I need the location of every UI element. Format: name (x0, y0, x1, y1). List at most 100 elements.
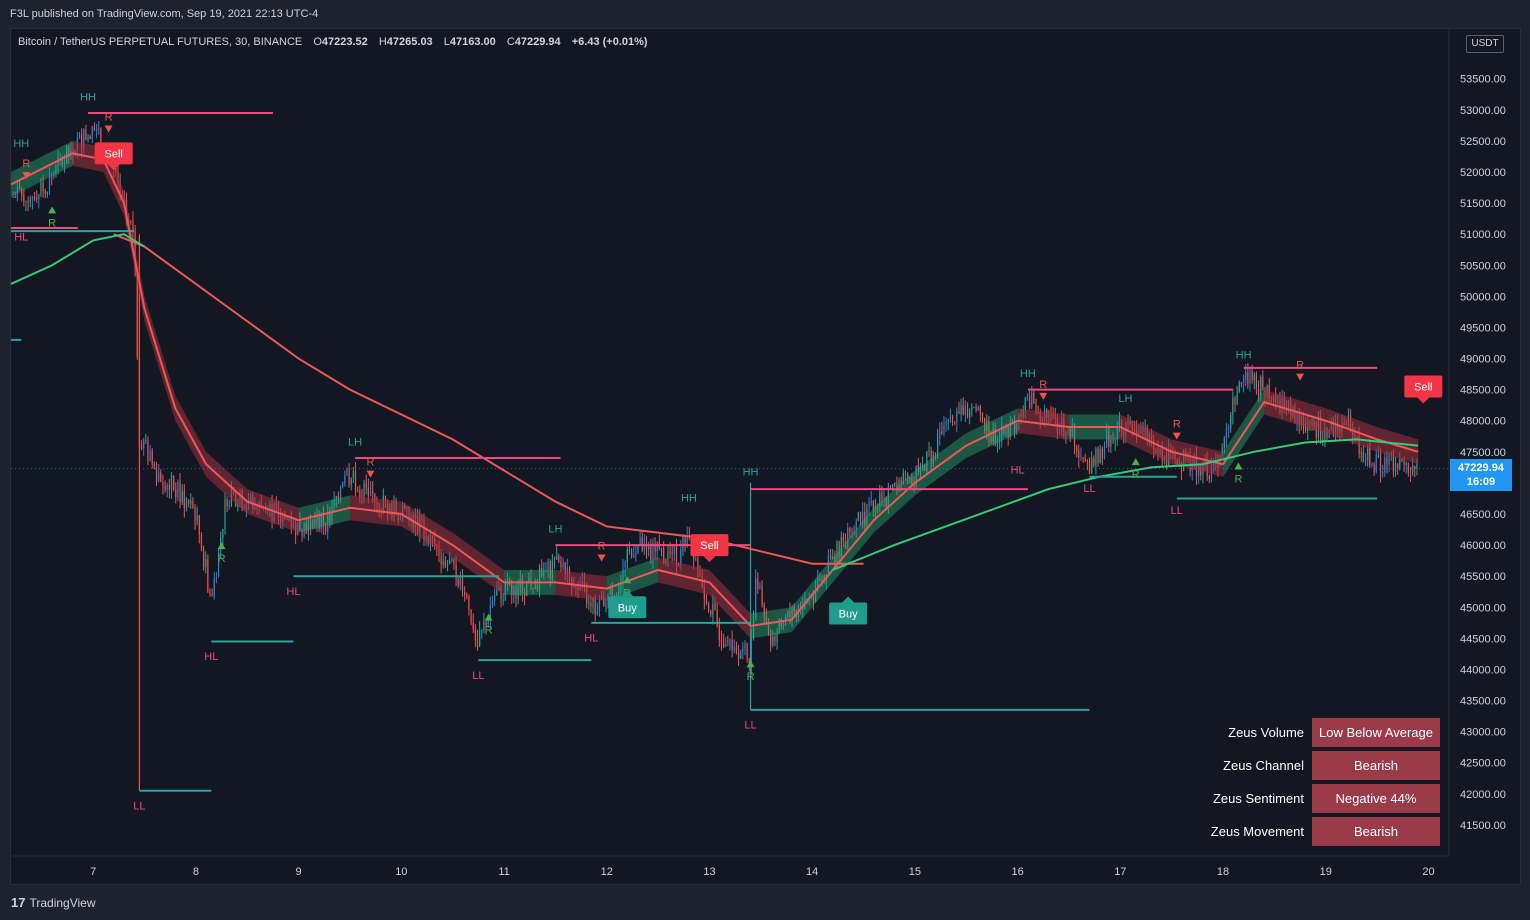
candle-body (851, 531, 853, 534)
candle-body (89, 136, 91, 140)
candle-body (53, 174, 55, 177)
candle-body (440, 556, 442, 565)
candle-body (93, 126, 96, 132)
candle-body (155, 469, 158, 482)
candle-body (881, 493, 883, 500)
candle-body (547, 560, 549, 571)
candle-body (635, 552, 637, 556)
candle-body (194, 507, 196, 521)
candle-body (474, 628, 476, 640)
zeus-label: Zeus Channel (1223, 758, 1304, 773)
candle-body (755, 578, 757, 621)
candle-body (907, 472, 909, 479)
candle-body (457, 578, 459, 586)
candle-body (787, 611, 789, 618)
y-tick-label: 44000.00 (1460, 664, 1506, 676)
pivot-label: LL (133, 800, 145, 812)
candle-body (536, 585, 539, 590)
candle-body (132, 221, 134, 232)
candle-body (885, 497, 887, 508)
candle-body (924, 465, 926, 471)
candle-body (660, 547, 663, 549)
candle-body (1095, 448, 1097, 465)
candle-body (1305, 426, 1307, 431)
candle-body (1086, 460, 1088, 462)
bottom-bar (0, 886, 1530, 920)
reversal-label: R (48, 217, 56, 229)
last-price-label: 47229.94 16:09 (1450, 459, 1512, 491)
y-tick-label: 45500.00 (1460, 571, 1506, 583)
candle-body (354, 470, 357, 492)
candle-body (710, 611, 712, 615)
zeus-row-sentiment: Zeus Sentiment Negative 44% (1188, 784, 1440, 813)
candle-body (470, 609, 472, 624)
candle-body (57, 159, 59, 166)
zeus-row-channel: Zeus Channel Bearish (1188, 751, 1440, 780)
candle-body (181, 491, 183, 503)
candle-body (872, 500, 874, 511)
zeus-value: Low Below Average (1312, 718, 1440, 747)
candle-body (671, 553, 673, 555)
candle-body (682, 537, 684, 549)
candle-body (913, 483, 915, 487)
zeus-value: Bearish (1312, 751, 1440, 780)
candle-body (183, 491, 185, 509)
candle-body (1024, 397, 1026, 410)
candle-body (25, 200, 27, 202)
candle-body (990, 437, 992, 442)
tradingview-logo[interactable]: 17 TradingView (11, 895, 96, 910)
ema-line (10, 152, 1419, 627)
candle-body (1080, 456, 1082, 458)
candle-body (464, 591, 466, 595)
candle-body (648, 546, 650, 550)
candle-body (727, 644, 729, 646)
candle-body (1364, 459, 1367, 461)
sell-signal-pointer (703, 556, 716, 563)
candle-body (1114, 440, 1116, 442)
candle-body (742, 648, 744, 653)
chart-frame[interactable] (10, 28, 1521, 885)
candle-body (309, 523, 312, 529)
candle-body (200, 534, 203, 549)
candle-body (384, 496, 387, 501)
candle-body (774, 636, 776, 642)
y-tick-label: 45000.00 (1460, 602, 1506, 614)
candle-body (192, 500, 194, 508)
reversal-triangle (104, 125, 113, 133)
y-tick-label: 52000.00 (1460, 167, 1506, 179)
candle-body (40, 182, 42, 195)
candle-body (695, 559, 697, 561)
candle-body (1403, 461, 1405, 466)
candle-body (523, 592, 526, 597)
zeus-value: Negative 44% (1312, 784, 1440, 813)
zeus-value: Bearish (1312, 817, 1440, 846)
currency-badge[interactable]: USDT (1466, 35, 1504, 53)
candle-body (643, 543, 646, 551)
candle-body (515, 586, 517, 599)
candle-body (85, 129, 87, 140)
top-bar: F3L published on TradingView.com, Sep 19… (0, 0, 1530, 28)
candle-body (198, 515, 200, 535)
y-tick-label: 50000.00 (1460, 291, 1506, 303)
candle-body (530, 578, 532, 590)
candle-body (939, 431, 941, 439)
candle-body (365, 483, 367, 488)
candle-body (900, 480, 902, 484)
candle-body (564, 562, 566, 575)
reversal-label: R (598, 541, 606, 553)
candle-body (1082, 456, 1084, 459)
candle-body (934, 454, 937, 456)
candle-body (357, 491, 359, 493)
candle-body (352, 470, 354, 479)
candle-body (1405, 462, 1407, 466)
candle-body (307, 523, 310, 534)
candle-body (175, 489, 177, 498)
candle-body (765, 615, 767, 622)
y-tick-label: 50500.00 (1460, 260, 1506, 272)
pivot-label: HH (681, 493, 697, 505)
candle-body (971, 407, 973, 411)
candle-body (487, 618, 489, 626)
candle-body (42, 182, 44, 191)
candle-body (708, 603, 710, 612)
